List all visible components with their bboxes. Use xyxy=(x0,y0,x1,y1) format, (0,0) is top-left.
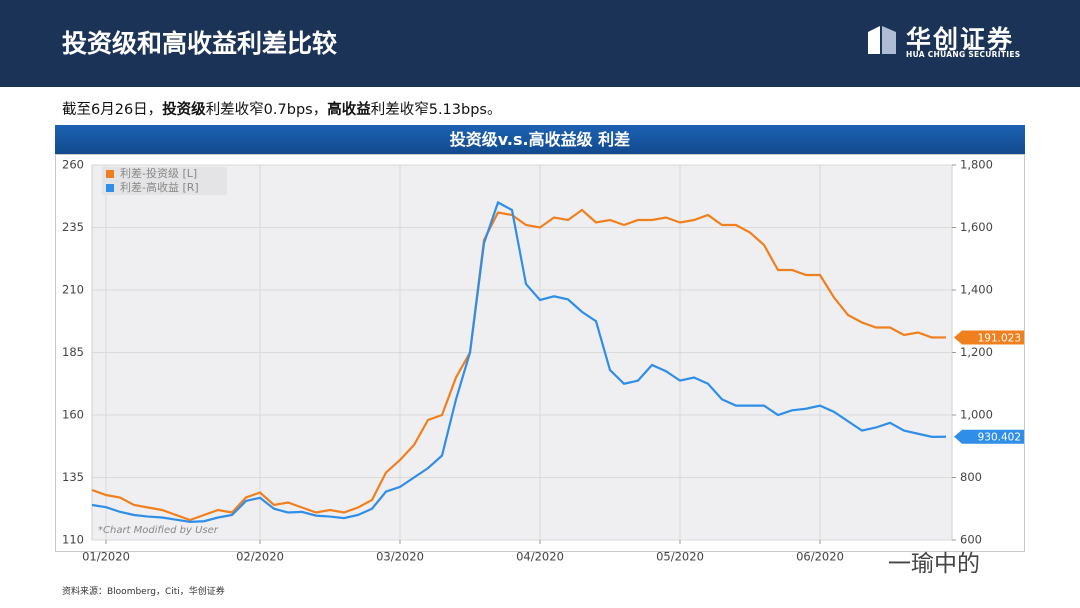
chart-title: 投资级v.s.高收益级 利差 xyxy=(55,125,1025,154)
x-tick-label: 04/2020 xyxy=(516,550,564,564)
logo-icon xyxy=(868,26,896,54)
y2-tick-label: 1,200 xyxy=(960,345,993,359)
y-tick-label: 185 xyxy=(62,345,84,359)
y2-tick-label: 1,600 xyxy=(960,220,993,234)
legend-label: 利差-高收益 [R] xyxy=(120,180,199,194)
subtitle-part: 利差收窄0.7bps， xyxy=(205,102,328,118)
chart-note: *Chart Modified by User xyxy=(98,525,219,536)
y-tick-label: 210 xyxy=(62,283,84,297)
y2-tick-label: 1,000 xyxy=(960,408,993,422)
end-value-label: 930.402 xyxy=(978,432,1021,444)
y-tick-label: 235 xyxy=(62,220,84,234)
series-line xyxy=(91,208,947,522)
legend-swatch xyxy=(106,184,114,192)
y2-tick-label: 600 xyxy=(960,533,982,547)
y2-tick-label: 1,400 xyxy=(960,283,993,297)
subtitle-part: 投资级 xyxy=(162,102,206,118)
x-tick-label: 02/2020 xyxy=(236,550,284,564)
subtitle-part: 截至6月26日， xyxy=(62,102,163,118)
header-bar xyxy=(0,0,1080,87)
end-value-tag xyxy=(954,429,1024,444)
source-note: 资料来源：Bloomberg，Citi，华创证券 xyxy=(62,587,225,597)
x-tick-label: 06/2020 xyxy=(796,550,844,564)
x-tick-label: 01/2020 xyxy=(82,550,130,564)
legend-swatch xyxy=(106,170,114,178)
subtitle-part: 利差收窄5.13bps。 xyxy=(370,102,502,118)
logo-subtext: HUA CHUANG SECURITIES xyxy=(906,50,1021,59)
end-value-label: 191.023 xyxy=(978,332,1021,344)
end-value-tag xyxy=(954,330,1024,345)
x-tick-label: 05/2020 xyxy=(656,550,704,564)
watermark: 一瑜中的 xyxy=(888,551,980,577)
legend-box xyxy=(102,167,227,195)
series-line xyxy=(91,200,947,523)
subtitle-part: 高收益 xyxy=(327,102,371,118)
logo-text: 华创证券 xyxy=(906,25,1015,54)
subtitle: 截至6月26日，投资级利差收窄0.7bps，高收益利差收窄5.13bps。 xyxy=(62,98,501,119)
y-tick-label: 160 xyxy=(62,408,84,422)
y-tick-label: 135 xyxy=(62,470,84,484)
y2-tick-label: 1,800 xyxy=(960,158,993,172)
page-title: 投资级和高收益利差比较 xyxy=(62,29,338,58)
y2-tick-label: 800 xyxy=(960,470,982,484)
y-tick-label: 260 xyxy=(62,158,84,172)
x-tick-label: 03/2020 xyxy=(376,550,424,564)
legend-label: 利差-投资级 [L] xyxy=(120,166,197,180)
y-tick-label: 110 xyxy=(62,533,84,547)
